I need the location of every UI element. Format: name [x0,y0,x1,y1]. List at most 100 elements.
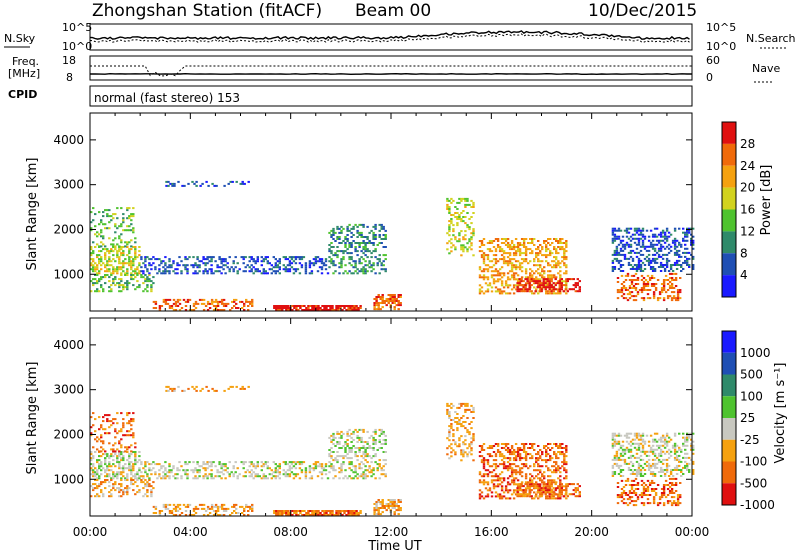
velocity-cell [354,471,357,474]
power-cell [653,235,657,238]
power-cell [112,266,115,269]
power-cell [384,258,387,261]
power-cell [510,258,514,261]
power-cell [310,262,314,265]
power-cell [132,246,135,248]
velocity-cell [126,434,129,437]
power-cell [659,245,663,248]
velocity-cell [480,459,484,462]
power-cell [232,270,235,273]
velocity-cell [502,455,506,458]
power-cell [539,288,542,291]
power-cell [162,260,165,263]
power-cell [545,244,548,246]
power-cell [196,258,199,261]
power-cell [675,251,679,254]
power-cell [690,243,693,246]
velocity-cell [194,512,198,514]
power-cell [244,256,247,259]
power-cell [663,235,667,238]
velocity-cell [546,485,549,488]
velocity-cell [304,477,308,480]
velocity-cell [663,473,667,475]
velocity-cell [90,467,93,470]
power-cell [500,272,504,275]
power-cell [318,260,322,263]
velocity-cell [373,507,376,509]
velocity-cell [360,455,363,458]
velocity-cell [544,491,547,494]
velocity-cell [378,441,381,443]
velocity-cell [315,510,318,512]
velocity-cell [325,510,328,512]
velocity-cell [382,451,385,453]
power-cell [486,268,490,271]
power-cell [482,254,486,257]
velocity-cell [494,479,498,482]
power-cell [343,305,346,307]
velocity-cell [124,487,127,490]
power-cell [331,305,334,307]
power-cell [104,256,107,259]
power-cell [328,248,331,251]
power-cell [304,264,308,267]
power-cell [646,281,650,283]
velocity-cell [539,479,542,482]
velocity-cell [170,471,173,474]
velocity-cell [100,473,103,476]
velocity-cell [643,469,647,471]
power-cell [132,229,135,232]
power-cell [555,282,558,285]
power-cell [516,286,519,289]
velocity-cell [570,493,573,496]
power-cell [621,235,625,238]
power-cell [118,268,121,271]
power-cell [448,212,451,214]
power-cell [456,208,459,210]
power-cell [366,250,369,253]
power-cell [613,268,617,270]
velocity-cell [144,465,147,468]
velocity-cell [168,463,171,466]
velocity-cell [514,493,518,496]
power-cell [651,245,655,248]
velocity-cell [506,461,510,464]
power-cell [494,248,498,251]
power-cell [98,270,101,273]
power-cell [488,242,492,244]
power-cell [529,252,532,255]
velocity-cell [518,483,521,486]
power-cell [552,282,555,285]
velocity-cell [124,434,127,437]
velocity-cell [655,440,659,443]
velocity-cell [665,440,669,443]
power-cell [224,302,228,305]
power-cell [641,253,645,256]
power-cell [242,258,245,261]
velocity-cell [563,459,566,462]
power-cell [498,248,502,251]
velocity-cell [348,447,351,449]
velocity-cell [228,473,231,476]
velocity-cell [496,451,500,453]
velocity-cell [565,491,568,494]
power-cell [686,233,689,236]
power-cell [118,260,121,263]
power-cell [659,261,663,264]
power-cell [134,270,137,273]
velocity-heatmap-cells [90,385,695,516]
velocity-cell [102,440,105,443]
power-cell [112,272,115,275]
velocity-cell [544,487,547,490]
velocity-cell [629,444,633,447]
velocity-cell [336,432,339,435]
power-cell [236,270,239,273]
velocity-cell [134,457,137,460]
power-cell [545,248,548,251]
power-cell [112,278,115,281]
power-cell [210,260,213,263]
power-cell [529,272,532,275]
velocity-cell [170,510,174,512]
velocity-cell [290,461,294,464]
power-cell [692,247,695,250]
